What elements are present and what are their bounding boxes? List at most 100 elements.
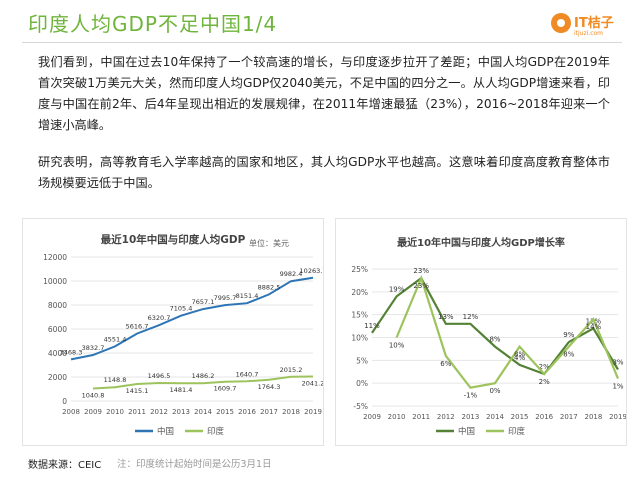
y-tick-label: 2000 (48, 373, 67, 382)
data-label: 1415.1 (126, 387, 149, 395)
data-label: 10263.7 (300, 267, 323, 275)
series-line-india (395, 274, 620, 389)
chart-title: 最近10年中国与印度人均GDP (101, 233, 246, 246)
data-label: 7657.1 (192, 298, 215, 306)
data-label: 6320.7 (148, 314, 171, 322)
x-tick-label: 2014 (486, 413, 504, 421)
x-tick-label: 2017 (260, 408, 278, 416)
x-tick-label: 2009 (363, 413, 381, 421)
y-tick-label: 20% (351, 288, 368, 297)
data-label: 23% (413, 267, 429, 275)
y-tick-label: 5% (356, 356, 368, 365)
x-tick-label: 2008 (62, 408, 80, 416)
data-label: 0% (489, 387, 500, 395)
data-label: 11% (364, 322, 380, 330)
data-label: 3468.3 (60, 348, 83, 356)
y-tick-label: 10% (351, 334, 368, 343)
footnote: 注：印度统计起始时间是公历3月1日 (117, 459, 272, 470)
x-tick-label: 2015 (216, 408, 234, 416)
legend-label-china: 中国 (157, 426, 174, 437)
data-label: 9% (563, 331, 574, 339)
x-tick-label: 2016 (238, 408, 256, 416)
x-tick-label: 2010 (106, 408, 124, 416)
data-label: 1609.7 (214, 385, 237, 393)
data-label: 1486.2 (192, 372, 215, 380)
data-label: 7105.4 (170, 305, 193, 313)
data-label: 14% (586, 323, 602, 331)
x-tick-label: 2017 (560, 413, 578, 421)
data-label: 2% (539, 363, 550, 371)
y-tick-label: 0% (356, 379, 368, 388)
series-line-china (371, 276, 619, 376)
data-label: 1640.7 (236, 370, 259, 378)
y-tick-label: 4000 (48, 349, 67, 358)
x-tick-label: 2011 (128, 408, 146, 416)
x-tick-label: 2019 (304, 408, 322, 416)
logo: IT桔子 itjuzi.com (551, 10, 627, 44)
gdp-growth-rate-chart-svg: 最近10年中国与印度人均GDP增长率 -5% 0% 5% 10% 15% 20% 25% 200… (351, 236, 626, 437)
data-label: 8% (514, 351, 525, 359)
legend-label-india: 印度 (207, 426, 225, 437)
x-tick-label: 2013 (461, 413, 479, 421)
data-label: 1496.5 (148, 372, 171, 380)
data-label: 8% (489, 336, 500, 344)
data-label: 8882.5 (258, 283, 281, 291)
gdp-per-capita-chart-svg: 最近10年中国与印度人均GDP 单位：美元 0 2000 4000 6000 8000 100… (43, 233, 323, 437)
gdp-per-capita-chart: 最近10年中国与印度人均GDP 单位：美元 0 2000 4000 6000 8000 100… (22, 218, 324, 446)
y-tick-label: 8000 (48, 301, 67, 310)
x-tick-label: 2014 (194, 408, 212, 416)
x-tick-label: 2013 (172, 408, 190, 416)
legend-label-china: 中国 (458, 426, 475, 437)
paragraph-2: 研究表明，高等教育毛入学率越高的国家和地区，其人均GDP水平也越高。这意味着印度… (38, 155, 610, 190)
unit-label: 单位：美元 (249, 238, 289, 248)
data-label: 19% (389, 285, 405, 293)
data-label: 3832.7 (82, 344, 105, 352)
x-tick-label: 2011 (412, 413, 430, 421)
data-label: 2% (539, 378, 550, 386)
data-label: -1% (464, 392, 478, 400)
x-tick-label: 2012 (150, 408, 168, 416)
x-tick-label: 2010 (388, 413, 406, 421)
y-tick-label: 0 (62, 397, 67, 406)
y-tick-label: 10000 (43, 277, 67, 286)
x-tick-label: 2016 (535, 413, 553, 421)
data-label: 7995.7 (214, 294, 237, 302)
data-label: 3% (612, 358, 623, 366)
series-line-china (70, 276, 314, 361)
chart-title: 最近10年中国与印度人均GDP增长率 (397, 236, 565, 249)
data-label: 4% (514, 354, 525, 362)
data-label: 5616.7 (126, 323, 149, 331)
data-label: 8% (563, 351, 574, 359)
data-label: 1764.3 (258, 383, 281, 391)
y-tick-label: 15% (351, 311, 368, 320)
data-label: 23% (413, 282, 429, 290)
data-label: 10% (389, 342, 405, 350)
series-line-india (92, 375, 314, 390)
title-divider (22, 42, 622, 43)
data-label: 1040.8 (82, 392, 105, 400)
paragraph-1: 我们看到，中国在过去10年保持了一个较高速的增长，与印度逐步拉开了差距；中国人均… (38, 55, 610, 132)
data-label: 4551.4 (104, 335, 127, 343)
page-title: 印度人均GDP不足中国1/4 (28, 12, 278, 36)
x-tick-label: 2019 (609, 413, 626, 421)
x-tick-label: 2015 (511, 413, 529, 421)
y-tick-label: 12000 (43, 253, 67, 262)
logo-text: IT桔子 (574, 16, 614, 31)
y-tick-label: -5% (353, 402, 368, 411)
data-label: 1481.4 (170, 386, 193, 394)
y-tick-label: 25% (351, 265, 368, 274)
logo-icon (551, 13, 571, 33)
legend-label-india: 印度 (508, 426, 526, 437)
data-label: 9982.4 (280, 270, 303, 278)
data-label: 8151.4 (236, 292, 259, 300)
y-tick-label: 6000 (48, 325, 67, 334)
logo-subtext: itjuzi.com (574, 30, 604, 37)
data-label: 12% (463, 313, 479, 321)
data-label: 13% (438, 313, 454, 321)
gdp-growth-rate-chart: 最近10年中国与印度人均GDP增长率 -5% 0% 5% 10% 15% 20% 25% 200… (335, 218, 627, 446)
data-label: 1% (612, 383, 623, 391)
data-label: 2041.2 (302, 380, 323, 388)
data-label: 6% (440, 360, 451, 368)
x-tick-label: 2018 (584, 413, 602, 421)
data-source: 数据来源：CEIC (28, 460, 102, 471)
